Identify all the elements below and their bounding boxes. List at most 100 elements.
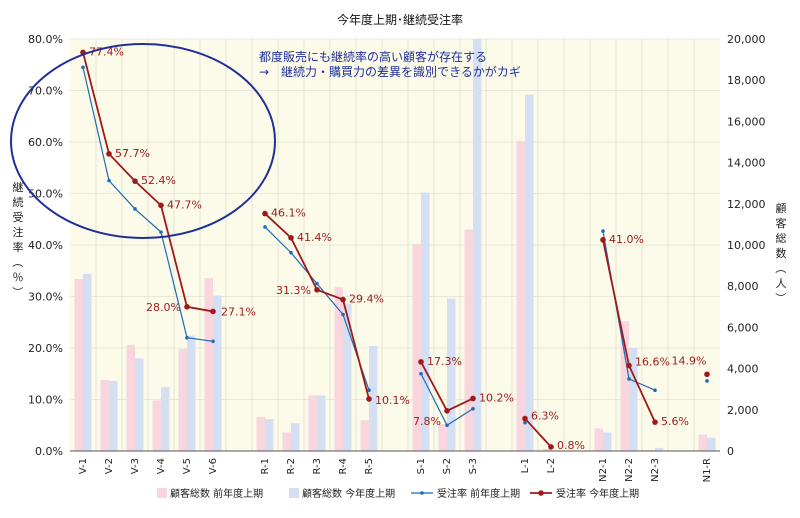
bar-current-year [135, 358, 144, 451]
data-label: 41.4% [297, 231, 332, 244]
bar-current-year [187, 335, 196, 451]
bar-current-year [707, 437, 716, 451]
rate-previous-year-point [367, 388, 371, 393]
data-label: 31.3% [276, 284, 311, 297]
bar-current-year [343, 303, 352, 451]
bar-previous-year [464, 229, 473, 451]
y-axis-title-right-char: 客 [776, 216, 787, 230]
rate-current-year-point [626, 362, 632, 369]
x-tick-label: R-3 [312, 458, 323, 475]
y-axis-title-left-char: （ [11, 257, 24, 268]
data-label: 28.0% [146, 301, 181, 314]
bar-previous-year [308, 395, 317, 451]
legend-marker-previous-rate [420, 491, 424, 495]
x-tick-label: N1-R [702, 458, 713, 482]
y-axis-title-left-char: ） [11, 287, 24, 298]
x-tick-label: R-5 [364, 458, 375, 475]
x-tick-label: R-4 [338, 458, 349, 475]
rate-previous-year-point [705, 379, 709, 383]
rate-previous-year-point [211, 339, 215, 344]
bar-previous-year [334, 287, 343, 451]
x-tick-label: S-2 [442, 458, 453, 474]
bar-current-year [161, 387, 170, 451]
rate-current-year-point [548, 444, 554, 450]
rate-current-year-point [470, 395, 476, 402]
x-tick-label: V-5 [182, 458, 193, 474]
rate-previous-year-point [159, 230, 163, 234]
bar-current-year [213, 295, 222, 451]
x-tick-label: S-3 [468, 458, 479, 474]
bar-previous-year [516, 140, 525, 451]
bar-previous-year [412, 243, 421, 451]
x-tick-label: V-4 [156, 458, 167, 474]
rate-previous-year-point [523, 420, 527, 425]
bar-previous-year [178, 349, 187, 451]
data-label: 41.0% [609, 233, 644, 246]
y-axis-title-right-char: 数 [776, 247, 787, 260]
x-tick-label: V-2 [104, 458, 115, 474]
bar-current-year [291, 423, 300, 451]
y-tick-label-left: 70.0% [28, 85, 63, 98]
bar-previous-year [282, 432, 291, 451]
data-label: 10.1% [375, 394, 410, 407]
y-tick-label-right: 12,000 [727, 198, 766, 211]
y-tick-label-right: 16,000 [727, 115, 766, 128]
rate-current-year-point [262, 210, 268, 217]
legend-label-current-rate: 受注率 今年度上期 [556, 487, 639, 500]
rate-previous-year-point [107, 178, 111, 183]
rate-current-year-point [210, 308, 216, 315]
rate-previous-year-point [601, 229, 605, 233]
highlight-ellipse [10, 43, 276, 239]
y-axis-title-right-char: ） [774, 293, 787, 304]
legend-label-previous-bars: 顧客総数 前年度上期 [170, 487, 263, 500]
rate-current-year-point [106, 151, 112, 157]
axes: 0.0%10.0%20.0%30.0%40.0%50.0%60.0%70.0%8… [28, 33, 765, 482]
bar-previous-year [204, 277, 213, 451]
y-axis-title-right-char: 顧 [776, 201, 787, 215]
rate-previous-year-point [315, 281, 319, 286]
data-label: 47.7% [167, 198, 202, 211]
bar-current-year [83, 273, 92, 451]
legend-swatch-current-bars [289, 488, 299, 498]
x-tick-label: S-1 [416, 458, 427, 474]
bar-previous-year [646, 449, 655, 451]
rate-current-year-point [444, 408, 450, 414]
rate-current-year-point [522, 415, 528, 422]
bar-current-year [525, 94, 534, 452]
rate-previous-year-point [419, 371, 423, 376]
rate-current-year-point [704, 371, 710, 378]
data-label: 52.4% [141, 174, 176, 187]
data-label: 57.7% [115, 147, 150, 160]
bar-previous-year [594, 428, 603, 451]
bar-current-year [655, 447, 664, 451]
data-label: 29.4% [349, 293, 384, 306]
data-label: 77.4% [89, 45, 124, 58]
y-tick-label-left: 40.0% [28, 239, 63, 252]
y-axis-title-left-char: 続 [13, 195, 24, 209]
bar-previous-year [620, 321, 629, 451]
y-tick-label-right: 0 [727, 445, 734, 458]
y-tick-label-left: 0.0% [35, 445, 63, 458]
grid-lines [70, 38, 720, 451]
data-label: 16.6% [635, 356, 670, 369]
bar-current-year [603, 432, 612, 451]
chart-title: 今年度上期･継続受注率 [337, 12, 463, 27]
bar-current-year [109, 380, 118, 451]
legend-swatch-previous-bars [157, 488, 167, 498]
points [80, 49, 710, 450]
rate-previous-year-point [653, 388, 657, 393]
y-tick-label-right: 6,000 [727, 321, 759, 334]
bar-previous-year [126, 344, 135, 451]
x-tick-label: N2-3 [650, 458, 661, 482]
y-tick-label-right: 14,000 [727, 157, 766, 170]
data-label: 6.3% [531, 410, 559, 423]
data-label: 14.9% [672, 354, 707, 367]
rate-current-year-line [524, 417, 552, 448]
y-tick-label-right: 10,000 [727, 239, 766, 252]
y-tick-label-left: 80.0% [28, 33, 63, 46]
rate-previous-year-point [81, 65, 85, 70]
data-label: 7.8% [413, 415, 441, 428]
bar-previous-year [100, 379, 109, 451]
bar-previous-year [360, 420, 369, 451]
rate-current-year-point [132, 178, 138, 184]
